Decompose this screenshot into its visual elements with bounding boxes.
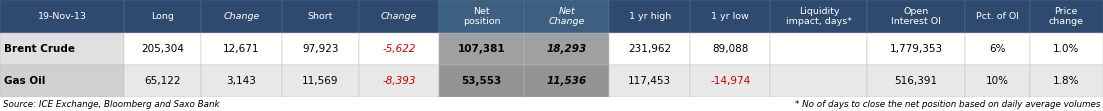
Text: 205,304: 205,304 — [141, 44, 184, 54]
Bar — [964, 33, 1029, 65]
Text: Short: Short — [308, 12, 333, 21]
Text: -5,622: -5,622 — [382, 44, 416, 54]
Text: Net
Change: Net Change — [548, 7, 585, 26]
Text: Source: ICE Exchange, Bloomberg and Saxo Bank: Source: ICE Exchange, Bloomberg and Saxo… — [3, 99, 219, 108]
Text: 18,293: 18,293 — [547, 44, 587, 54]
Bar — [201, 0, 281, 33]
Bar — [690, 33, 770, 65]
Bar — [867, 65, 964, 97]
Bar — [358, 65, 439, 97]
Text: 1 yr high: 1 yr high — [629, 12, 671, 21]
Bar — [125, 65, 201, 97]
Text: 97,923: 97,923 — [302, 44, 339, 54]
Text: Net
position: Net position — [463, 7, 501, 26]
Text: -8,393: -8,393 — [382, 76, 416, 86]
Bar — [770, 0, 867, 33]
Text: 1.0%: 1.0% — [1053, 44, 1080, 54]
Text: 1.8%: 1.8% — [1053, 76, 1080, 86]
Bar — [610, 65, 690, 97]
Bar — [0, 0, 125, 33]
Bar — [524, 0, 610, 33]
Text: 3,143: 3,143 — [226, 76, 256, 86]
Text: 117,453: 117,453 — [629, 76, 672, 86]
Text: * No of days to close the net position based on daily average volumes: * No of days to close the net position b… — [794, 99, 1100, 108]
Text: Gas Oil: Gas Oil — [4, 76, 45, 86]
Bar — [125, 33, 201, 65]
Text: 11,569: 11,569 — [302, 76, 339, 86]
Bar — [281, 65, 358, 97]
Bar — [201, 33, 281, 65]
Text: 516,391: 516,391 — [895, 76, 938, 86]
Bar — [201, 65, 281, 97]
Bar — [281, 0, 358, 33]
Bar — [439, 65, 524, 97]
Bar — [0, 33, 125, 65]
Bar — [125, 0, 201, 33]
Bar — [439, 0, 524, 33]
Bar — [358, 0, 439, 33]
Bar — [0, 97, 1103, 111]
Bar — [1029, 0, 1103, 33]
Bar — [1029, 33, 1103, 65]
Text: 10%: 10% — [986, 76, 1008, 86]
Text: Pct. of OI: Pct. of OI — [975, 12, 1018, 21]
Text: 1,779,353: 1,779,353 — [889, 44, 943, 54]
Bar — [964, 65, 1029, 97]
Bar — [770, 33, 867, 65]
Text: 6%: 6% — [988, 44, 1005, 54]
Bar — [770, 65, 867, 97]
Bar — [690, 65, 770, 97]
Text: Liquidity
impact, days*: Liquidity impact, days* — [786, 7, 852, 26]
Bar — [439, 33, 524, 65]
Bar — [867, 0, 964, 33]
Bar — [524, 65, 610, 97]
Bar — [1029, 65, 1103, 97]
Text: 231,962: 231,962 — [629, 44, 672, 54]
Bar — [610, 0, 690, 33]
Text: 12,671: 12,671 — [223, 44, 259, 54]
Bar — [281, 33, 358, 65]
Bar — [0, 65, 125, 97]
Text: 65,122: 65,122 — [144, 76, 181, 86]
Text: Change: Change — [381, 12, 417, 21]
Bar — [610, 33, 690, 65]
Text: 53,553: 53,553 — [461, 76, 502, 86]
Bar — [358, 33, 439, 65]
Bar — [690, 0, 770, 33]
Text: Change: Change — [223, 12, 259, 21]
Text: Brent Crude: Brent Crude — [4, 44, 75, 54]
Text: Open
Interest OI: Open Interest OI — [891, 7, 941, 26]
Text: 89,088: 89,088 — [713, 44, 749, 54]
Text: -14,974: -14,974 — [710, 76, 750, 86]
Bar — [524, 33, 610, 65]
Text: 11,536: 11,536 — [547, 76, 587, 86]
Bar — [867, 33, 964, 65]
Text: 1 yr low: 1 yr low — [711, 12, 749, 21]
Bar — [964, 0, 1029, 33]
Text: Long: Long — [151, 12, 174, 21]
Text: 107,381: 107,381 — [458, 44, 505, 54]
Text: Price
change: Price change — [1049, 7, 1084, 26]
Text: 19-Nov-13: 19-Nov-13 — [38, 12, 87, 21]
